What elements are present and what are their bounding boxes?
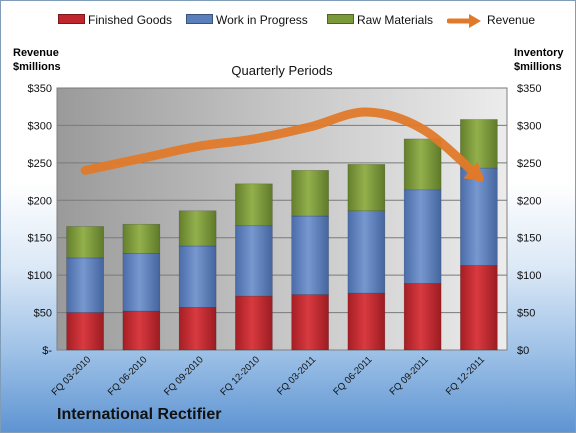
revenue-arrowhead: [463, 161, 484, 181]
legend-label-finished-goods: Finished Goods: [88, 13, 173, 27]
bar-raw-materials: [403, 138, 442, 191]
bar-finished-goods: [291, 294, 329, 351]
bar-raw-materials: [66, 226, 104, 259]
right-axis-title: Inventory $millions: [514, 47, 564, 73]
bar-work-in-progress: [178, 245, 217, 308]
right-tick-label: $50: [517, 308, 535, 320]
x-tick-label: FQ 03-2010: [50, 354, 94, 398]
bar-work-in-progress: [66, 257, 104, 313]
x-tick-label: FQ 12-2010: [218, 354, 262, 398]
revenue-line: [80, 107, 484, 182]
legend-swatch-work-in-progress: [186, 14, 213, 24]
bar-raw-materials: [291, 170, 329, 217]
bar-raw-materials: [347, 164, 386, 212]
x-tick-label: FQ 03-2011: [275, 354, 318, 397]
left-tick-label: $-: [42, 345, 52, 357]
bar-work-in-progress: [347, 210, 386, 294]
legend-label-revenue: Revenue: [487, 13, 536, 27]
bar-raw-materials: [460, 119, 498, 169]
left-tick-label: $350: [28, 83, 52, 95]
left-tick-label: $200: [28, 195, 52, 207]
left-tick-label: $50: [34, 308, 52, 320]
bar-finished-goods: [460, 265, 498, 351]
right-tick-label: $300: [517, 120, 541, 132]
x-tick-label: FQ 09-2011: [388, 354, 431, 397]
bar-finished-goods: [122, 310, 161, 351]
bar-finished-goods: [347, 292, 386, 351]
bar-finished-goods: [66, 312, 104, 351]
right-tick-label: $350: [517, 83, 541, 95]
x-tick-label: FQ 06-2010: [106, 354, 150, 398]
legend-label-raw-materials: Raw Materials: [357, 13, 434, 27]
legend-arrow-revenue: [447, 14, 481, 28]
bar-work-in-progress: [235, 225, 273, 297]
chart-title: Quarterly Periods: [231, 63, 333, 78]
bar-raw-materials: [178, 210, 217, 247]
left-tick-label: $100: [28, 270, 52, 282]
right-tick-label: $200: [517, 195, 541, 207]
bar-finished-goods: [235, 295, 273, 351]
left-tick-label: $300: [28, 120, 52, 132]
bar-finished-goods: [403, 283, 442, 351]
bar-finished-goods: [178, 307, 217, 351]
bar-work-in-progress: [122, 253, 161, 312]
left-tick-label: $250: [28, 158, 52, 170]
bar-work-in-progress: [403, 189, 442, 284]
x-tick-label: FQ 12-2011: [444, 354, 487, 397]
x-tick-label: FQ 06-2011: [331, 354, 374, 397]
left-axis-title: Revenue $millions: [13, 47, 61, 73]
footer-company-name: International Rectifier: [57, 406, 222, 423]
right-tick-label: $100: [517, 270, 541, 282]
right-tick-label: $150: [517, 233, 541, 245]
right-tick-label: $0: [517, 345, 529, 357]
right-tick-label: $250: [517, 158, 541, 170]
bar-work-in-progress: [291, 215, 329, 295]
legend-swatch-finished-goods: [58, 14, 85, 24]
left-tick-label: $150: [28, 233, 52, 245]
bar-work-in-progress: [460, 167, 498, 266]
legend-swatch-raw-materials: [327, 14, 354, 24]
bar-raw-materials: [235, 183, 273, 227]
x-tick-label: FQ 09-2010: [162, 354, 206, 398]
legend: Finished Goods Work in Progress Raw Mate…: [1, 10, 575, 32]
legend-label-work-in-progress: Work in Progress: [216, 13, 308, 27]
bar-raw-materials: [122, 223, 161, 254]
